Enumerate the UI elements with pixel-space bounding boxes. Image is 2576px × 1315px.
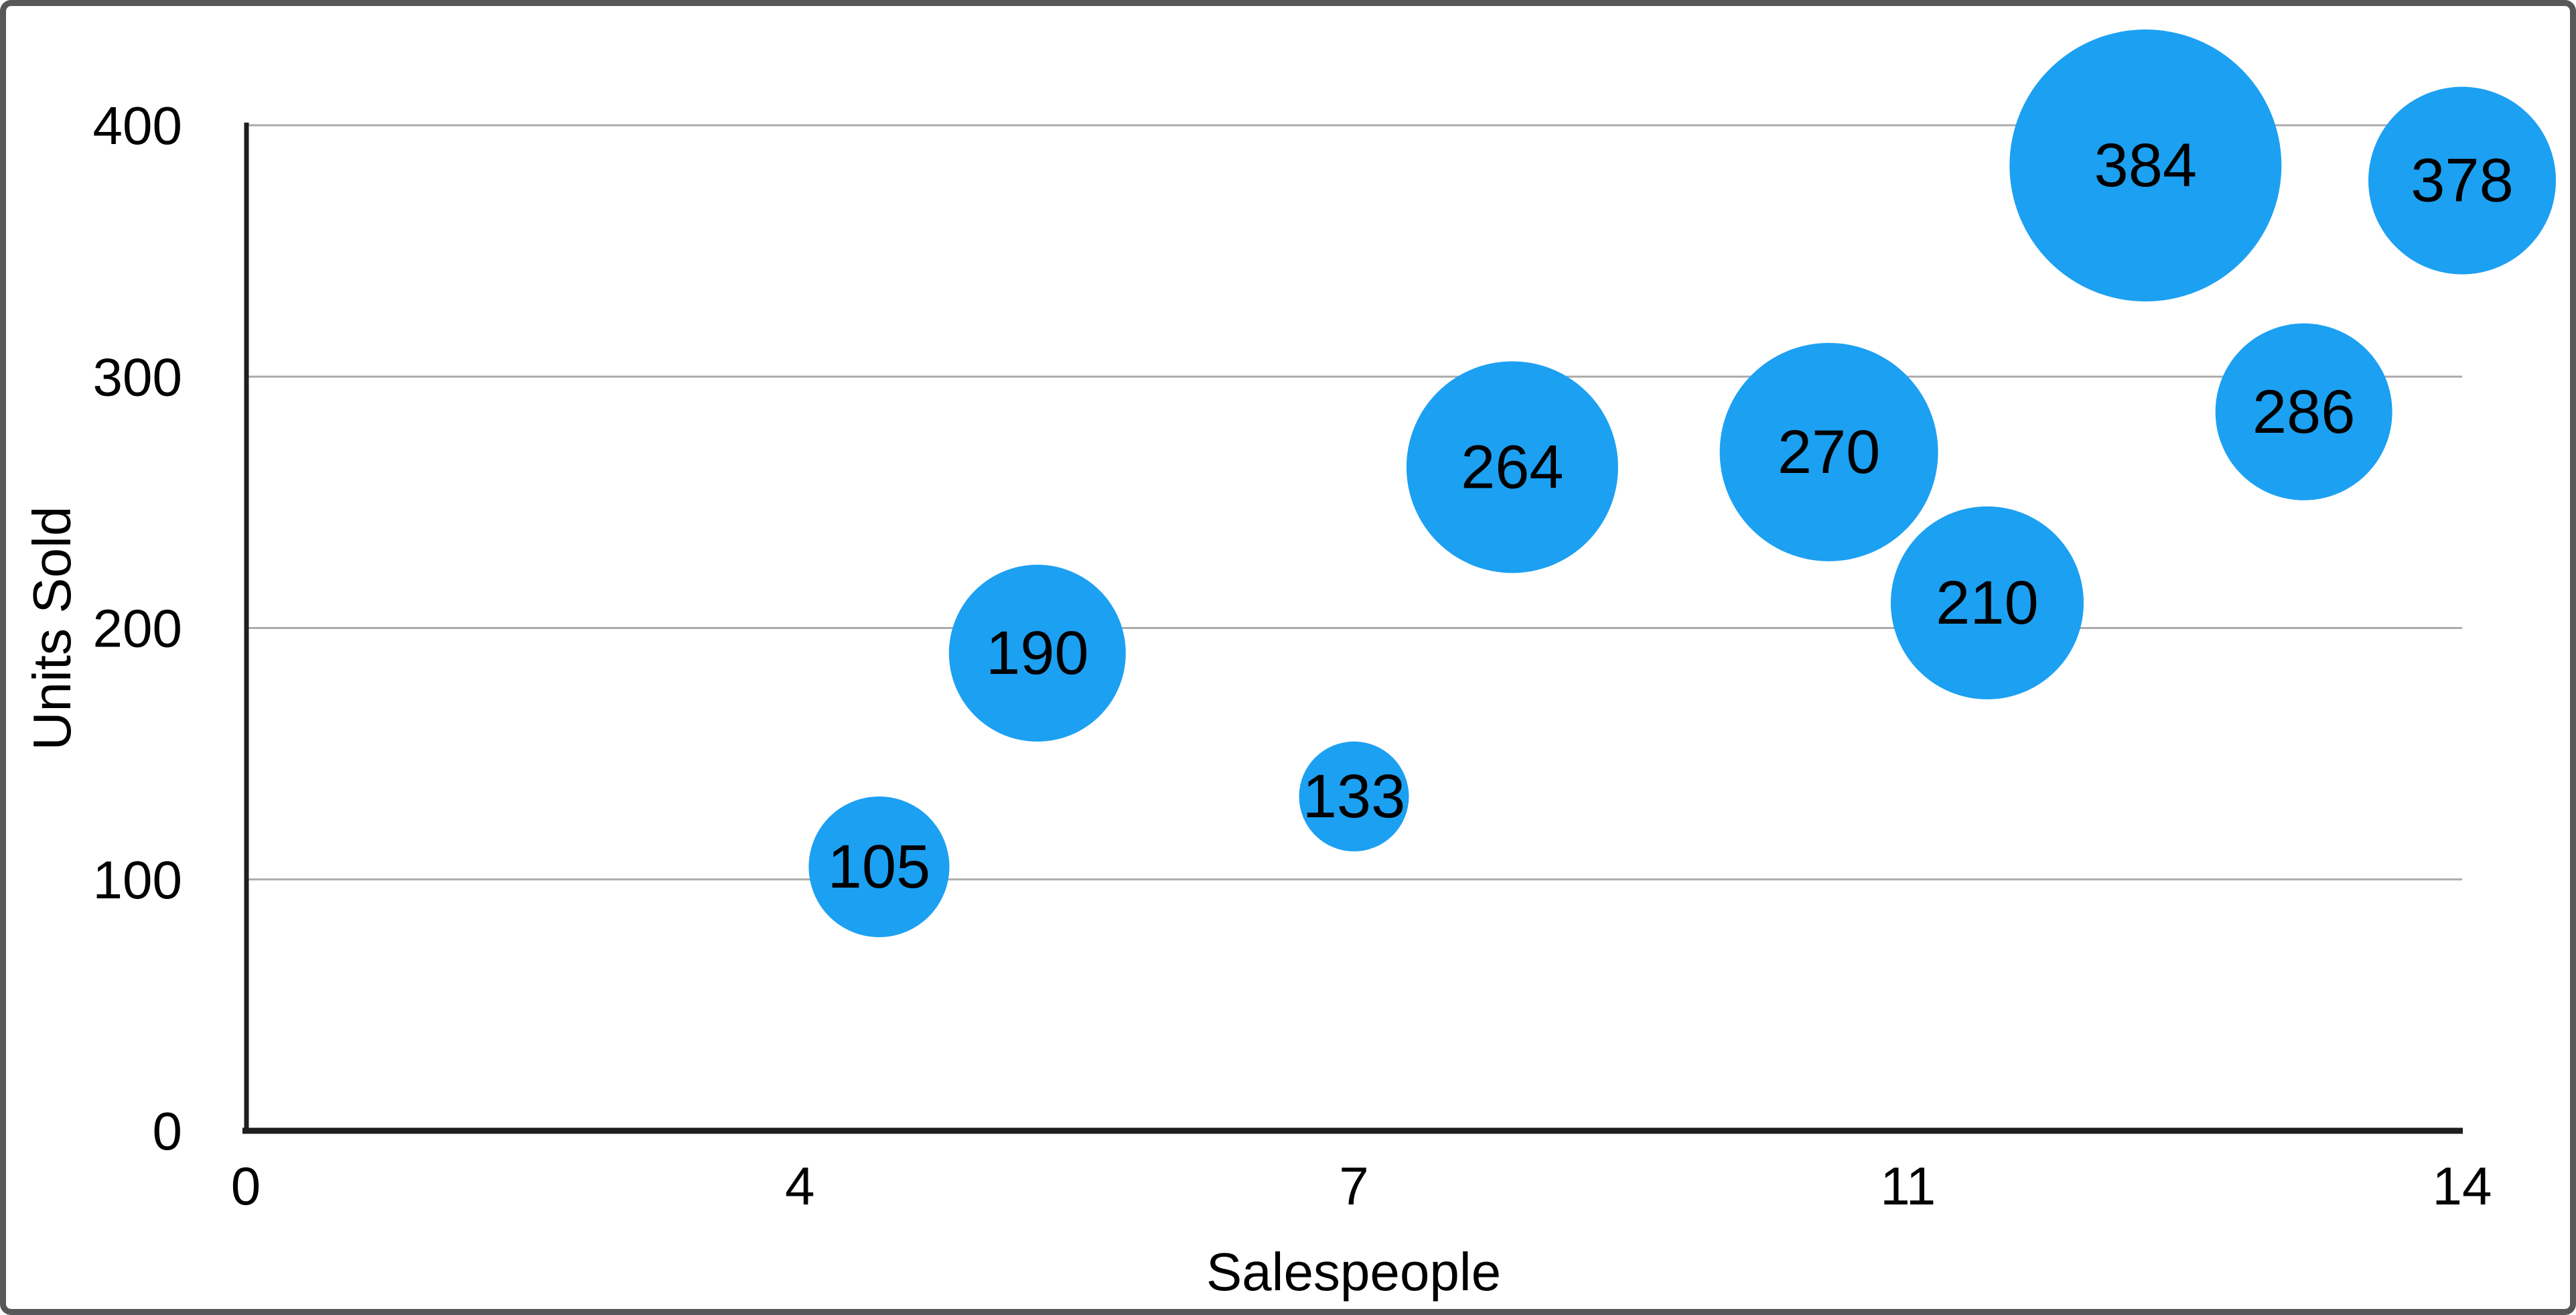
bubble-286[interactable] — [2215, 323, 2392, 500]
x-axis-tick-labels: 0 4 7 11 14 — [231, 1156, 2492, 1216]
y-tick-label-0: 0 — [153, 1101, 183, 1161]
y-tick-label-400: 400 — [93, 96, 182, 155]
bubble-value-270: 270 — [1778, 418, 1881, 486]
y-axis-tick-labels: 0 100 200 300 400 — [93, 96, 182, 1161]
bubble-384[interactable] — [2009, 29, 2282, 302]
bubble-133[interactable] — [1299, 741, 1409, 851]
y-axis-title: Units Sold — [22, 506, 82, 751]
bubble-value-264: 264 — [1461, 433, 1564, 501]
bubble-105[interactable] — [808, 796, 950, 937]
x-tick-label-0: 0 — [231, 1156, 261, 1216]
x-axis-title: Salespeople — [1206, 1242, 1501, 1302]
bubble-264[interactable] — [1406, 361, 1618, 573]
y-tick-label-200: 200 — [93, 599, 182, 659]
bubble-value-105: 105 — [828, 833, 931, 901]
x-tick-label-7: 7 — [1339, 1156, 1369, 1216]
bubble-value-286: 286 — [2252, 378, 2356, 446]
x-tick-label-11: 11 — [1880, 1156, 1936, 1216]
y-tick-label-300: 300 — [93, 347, 182, 407]
bubble-190[interactable] — [948, 565, 1126, 742]
x-tick-label-4: 4 — [785, 1156, 815, 1216]
bubble-value-378: 378 — [2411, 147, 2514, 215]
y-tick-label-100: 100 — [93, 850, 182, 910]
bubble-value-190: 190 — [986, 619, 1089, 687]
x-tick-label-14: 14 — [2433, 1156, 2492, 1216]
bubble-value-133: 133 — [1303, 762, 1406, 831]
bubble-270[interactable] — [1719, 342, 1938, 561]
bubble-210[interactable] — [1890, 506, 2084, 699]
bubble-series: 105 190 133 264 270 210 384 286 378 — [808, 29, 2556, 937]
bubble-value-210: 210 — [1936, 569, 2039, 637]
bubble-378[interactable] — [2368, 86, 2556, 275]
bubble-value-384: 384 — [2094, 131, 2198, 200]
